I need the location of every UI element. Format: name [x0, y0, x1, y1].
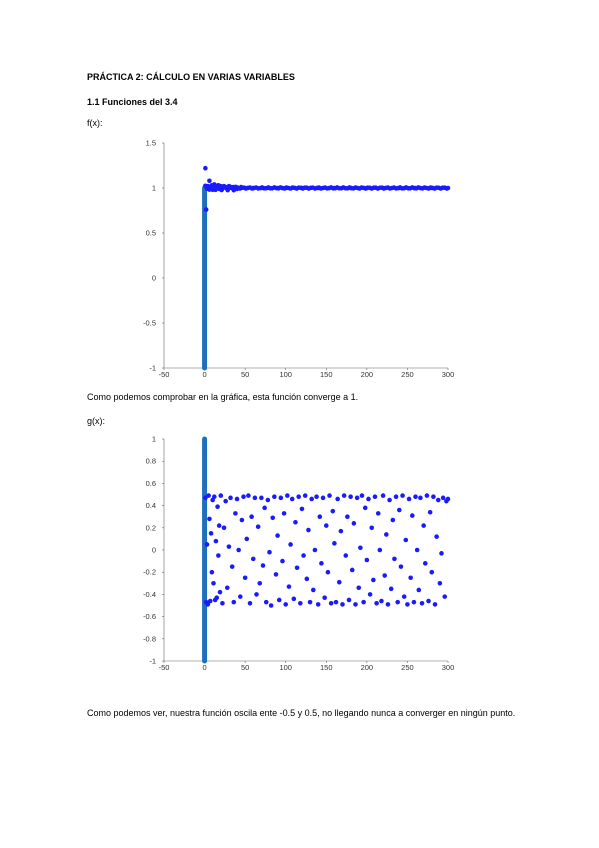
x-tick-label: 200 [361, 370, 374, 379]
x-tick-label: -50 [159, 370, 170, 379]
x-tick-label: 150 [320, 370, 333, 379]
y-tick-label: 0 [152, 274, 156, 283]
y-tick-label: -1 [149, 364, 156, 373]
data-point [207, 178, 212, 184]
x-tick-label: 50 [241, 370, 249, 379]
data-point [203, 207, 209, 212]
section-heading: 1.1 Funciones del 3.4 [87, 97, 178, 107]
f-caption: Como podemos comprobar en la gráfica, es… [87, 392, 359, 402]
y-tick-label: 0.5 [146, 229, 156, 238]
y-tick-label: 1 [152, 184, 156, 193]
x-tick-label: 0 [202, 370, 206, 379]
data-point [219, 187, 224, 193]
y-tick-label: -0.5 [143, 319, 156, 328]
data-point [213, 187, 218, 193]
data-point [203, 165, 208, 171]
data-point [444, 186, 450, 191]
data-point [207, 187, 212, 192]
x-tick-label: 100 [279, 370, 292, 379]
data-point [231, 187, 237, 193]
f-label: f(x): [87, 118, 103, 128]
document-title: PRÁCTICA 2: CÁLCULO EN VARIAS VARIABLES [87, 72, 295, 82]
y-tick-label: 1.5 [146, 139, 156, 148]
x-tick-label: 250 [401, 370, 414, 379]
data-point [225, 187, 230, 193]
x-tick-label: 300 [442, 370, 455, 379]
g-label: g(x): [87, 416, 105, 426]
g-caption: Como podemos ver, nuestra función oscila… [87, 708, 516, 718]
